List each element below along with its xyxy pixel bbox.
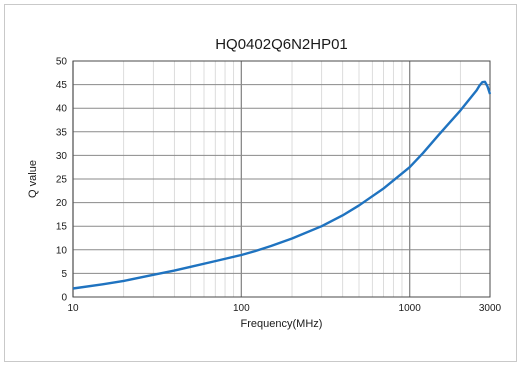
x-tick-label: 100 [233,303,250,314]
y-tick-label: 10 [56,245,68,256]
y-tick-label: 25 [56,175,68,186]
y-tick-label: 5 [61,269,67,280]
y-tick-label: 45 [56,80,68,91]
plot-area [72,60,491,298]
x-tick-label: 3000 [479,303,502,314]
chart-title: HQ0402Q6N2HP01 [215,36,348,53]
x-tick-label: 1000 [399,303,422,314]
grid [72,60,491,298]
x-axis-label: Frequency(MHz) [241,318,323,330]
y-tick-label: 30 [56,151,68,162]
y-axis-label: Q value [27,160,39,198]
chart-frame [4,4,517,362]
series-line [72,80,492,290]
y-tick-labels: 0 5 10 15 20 25 30 35 40 45 50 [56,57,68,304]
x-tick-labels: 10 100 1000 3000 [67,303,501,314]
y-tick-label: 0 [61,293,67,304]
y-tick-label: 35 [56,127,68,138]
y-tick-label: 20 [56,198,68,209]
x-tick-label: 10 [67,303,79,314]
y-tick-label: 50 [56,57,68,68]
y-tick-label: 15 [56,222,68,233]
y-tick-label: 40 [56,104,68,115]
